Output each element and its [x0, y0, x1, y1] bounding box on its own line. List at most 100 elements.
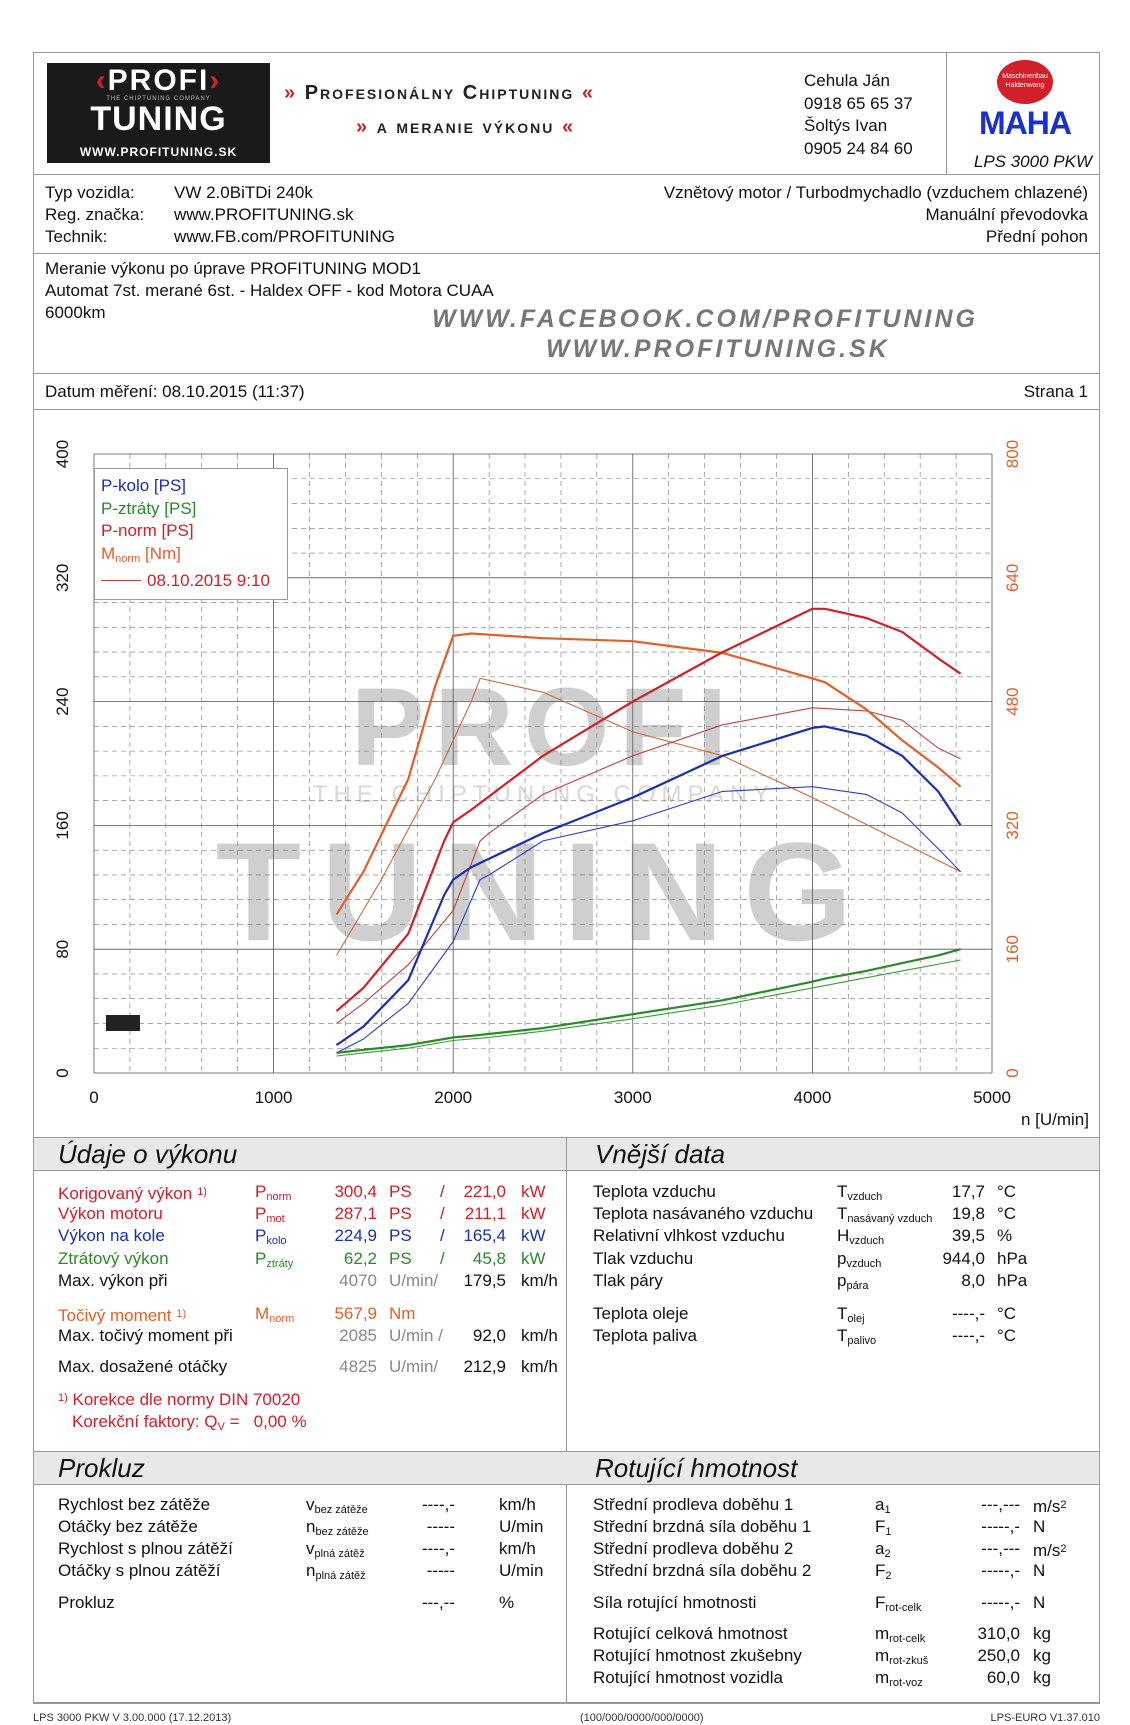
quantity-symbol: Tnasávaný vzduch: [837, 1204, 933, 1225]
row-unit: U/min /: [389, 1326, 443, 1345]
row-unit: kg: [1033, 1646, 1051, 1665]
x-tick-label: 0: [89, 1088, 98, 1107]
row-value: 300,4: [334, 1182, 377, 1201]
unit-superscript: 2: [1060, 1499, 1067, 1511]
footer-code: (100/000/0000/000/0000): [580, 1712, 704, 1724]
row-label: Otáčky bez zátěže: [58, 1517, 198, 1536]
row-value: 62,2: [343, 1249, 377, 1268]
symbol-subscript: ztráty: [266, 1258, 294, 1270]
data-row: Rotující hmotnost vozidla mrot-voz 60,0 kg: [567, 1668, 1100, 1690]
row-unit-2: kW: [521, 1226, 546, 1245]
technician-value: www.FB.com/PROFITUNING: [174, 227, 396, 246]
quantity-symbol: a1: [875, 1495, 891, 1516]
row-value: ---,---: [981, 1495, 1020, 1514]
contact-phone: 0905 24 84 60: [804, 138, 913, 158]
symbol-subscript: pára: [846, 1280, 869, 1292]
unit-superscript: 2: [1060, 1543, 1067, 1555]
y-left-tick-label: 320: [53, 564, 72, 592]
section-header-slip: Prokluz: [34, 1451, 1099, 1485]
row-unit: hPa: [997, 1271, 1028, 1290]
footnote-mark: 1): [176, 1308, 187, 1320]
quantity-symbol: Tolej: [837, 1304, 865, 1325]
row-label: Max. točivý moment při: [58, 1326, 233, 1345]
row-label: Teplota paliva: [593, 1326, 697, 1345]
divider: [33, 373, 1100, 374]
watermark-profi: PROFI: [351, 666, 737, 789]
quantity-symbol: F2: [875, 1561, 892, 1582]
quantity-symbol: a2: [875, 1539, 891, 1560]
symbol-subscript: plná zátěž: [315, 1570, 366, 1582]
row-label: Max. dosažené otáčky: [58, 1357, 228, 1376]
row-value: 17,7: [951, 1182, 985, 1201]
x-tick-label: 4000: [793, 1088, 831, 1107]
y-right-tick-label: 320: [1003, 811, 1022, 839]
quantity-symbol: nplná zátěž: [306, 1561, 366, 1582]
row-unit: U/min/: [389, 1271, 439, 1290]
vehicle-type-label: Typ vozidla:: [45, 183, 135, 202]
symbol-subscript: norm: [266, 1191, 292, 1203]
row-unit: km/h: [499, 1539, 536, 1558]
row-label: Točivý moment 1): [58, 1306, 187, 1325]
symbol-subscript: bez zátěže: [315, 1526, 369, 1538]
symbol-subscript: nasávaný vzduch: [847, 1213, 933, 1225]
quantity-symbol: mrot-zkuš: [875, 1646, 929, 1667]
footer-software-version: LPS 3000 PKW V 3.00.000 (17.12.2013): [33, 1712, 232, 1724]
drive-type: Přední pohon: [985, 227, 1088, 246]
row-label: Ztrátový výkon: [58, 1249, 169, 1268]
row-value: ---,---: [981, 1539, 1020, 1558]
y-right-tick-label: 0: [1003, 1068, 1022, 1077]
row-unit: %: [997, 1226, 1013, 1245]
row-value: 60,0: [986, 1668, 1020, 1687]
symbol-subscript: plná zátěž: [314, 1548, 365, 1560]
din-footnote: 1) Korekce dle normy DIN 70020: [58, 1390, 301, 1409]
x-tick-label: 3000: [614, 1088, 652, 1107]
facebook-watermark: WWW.FACEBOOK.COM/PROFITUNING: [432, 305, 978, 333]
contact-name: Šoltýs Ivan: [804, 116, 888, 135]
separator: /: [440, 1182, 445, 1201]
series-line: [335, 725, 962, 1047]
y-right-tick-label: 480: [1003, 687, 1022, 715]
quantity-symbol: Pnorm: [255, 1182, 292, 1203]
series-line: [336, 786, 961, 1054]
footnote-mark: 1): [197, 1186, 207, 1198]
watermark-subtitle: THE CHIPTUNING COMPANY: [313, 781, 775, 808]
row-unit: m/s2: [1033, 1541, 1067, 1560]
row-label: Rychlost s plnou zátěží: [58, 1539, 233, 1558]
separator: /: [440, 1226, 445, 1245]
row-unit: N: [1033, 1561, 1046, 1580]
symbol-subscript: rot-celk: [889, 1633, 926, 1645]
row-unit: PS: [389, 1204, 412, 1223]
quantity-symbol: Hvzduch: [837, 1226, 885, 1247]
correction-factor: Korekční faktory: QV = 0,00 %: [72, 1412, 307, 1433]
row-unit: PS: [389, 1182, 412, 1201]
series-line: [336, 707, 961, 1024]
performance-row: Max. točivý moment při 2085 U/min / 92,0 km/…: [0, 1326, 566, 1348]
quantity-symbol: ppára: [837, 1271, 869, 1292]
quantity-symbol: Frot-celk: [875, 1593, 922, 1614]
symbol-subscript: rot-zkuš: [889, 1655, 929, 1667]
symbol-subscript: rot-voz: [889, 1677, 923, 1689]
row-value-2: 212,9: [463, 1357, 506, 1376]
row-value: ----,-: [421, 1539, 455, 1558]
legend-m-norm: Mnorm [Nm]: [101, 543, 181, 565]
row-unit-2: km/h: [521, 1357, 558, 1376]
row-value: 310,0: [977, 1624, 1020, 1643]
row-value-2: 221,0: [463, 1182, 506, 1201]
y-left-tick-label: 160: [53, 811, 72, 839]
row-label: Rychlost bez zátěže: [58, 1495, 211, 1514]
vehicle-type-value: VW 2.0BiTDi 240k: [174, 183, 313, 202]
row-label: Střední prodleva doběhu 1: [593, 1495, 794, 1514]
data-row: Rotující hmotnost zkušebny mrot-zkuš 250,0…: [567, 1646, 1100, 1668]
symbol-subscript: 2: [885, 1570, 892, 1582]
note-line: Meranie výkonu po úprave PROFITUNING MOD…: [45, 259, 422, 278]
row-value-2: 92,0: [472, 1326, 506, 1345]
chart-legend: P-kolo [PS] P-ztráty [PS] P-norm [PS] Mn…: [94, 468, 288, 600]
measurement-notes: Meranie výkonu po úprave PROFITUNING MOD…: [45, 258, 494, 324]
quantity-symbol: Pkolo: [255, 1226, 287, 1247]
symbol-subscript: kolo: [266, 1235, 287, 1247]
section-header-rotating: Rotující hmotnost: [595, 1453, 798, 1483]
row-value: ----,-: [421, 1495, 455, 1514]
row-label: Výkon motoru: [58, 1204, 163, 1223]
data-row: Střední prodleva doběhu 1 a1 ---,--- m/s2: [567, 1495, 1100, 1517]
row-unit-2: kW: [521, 1182, 546, 1201]
